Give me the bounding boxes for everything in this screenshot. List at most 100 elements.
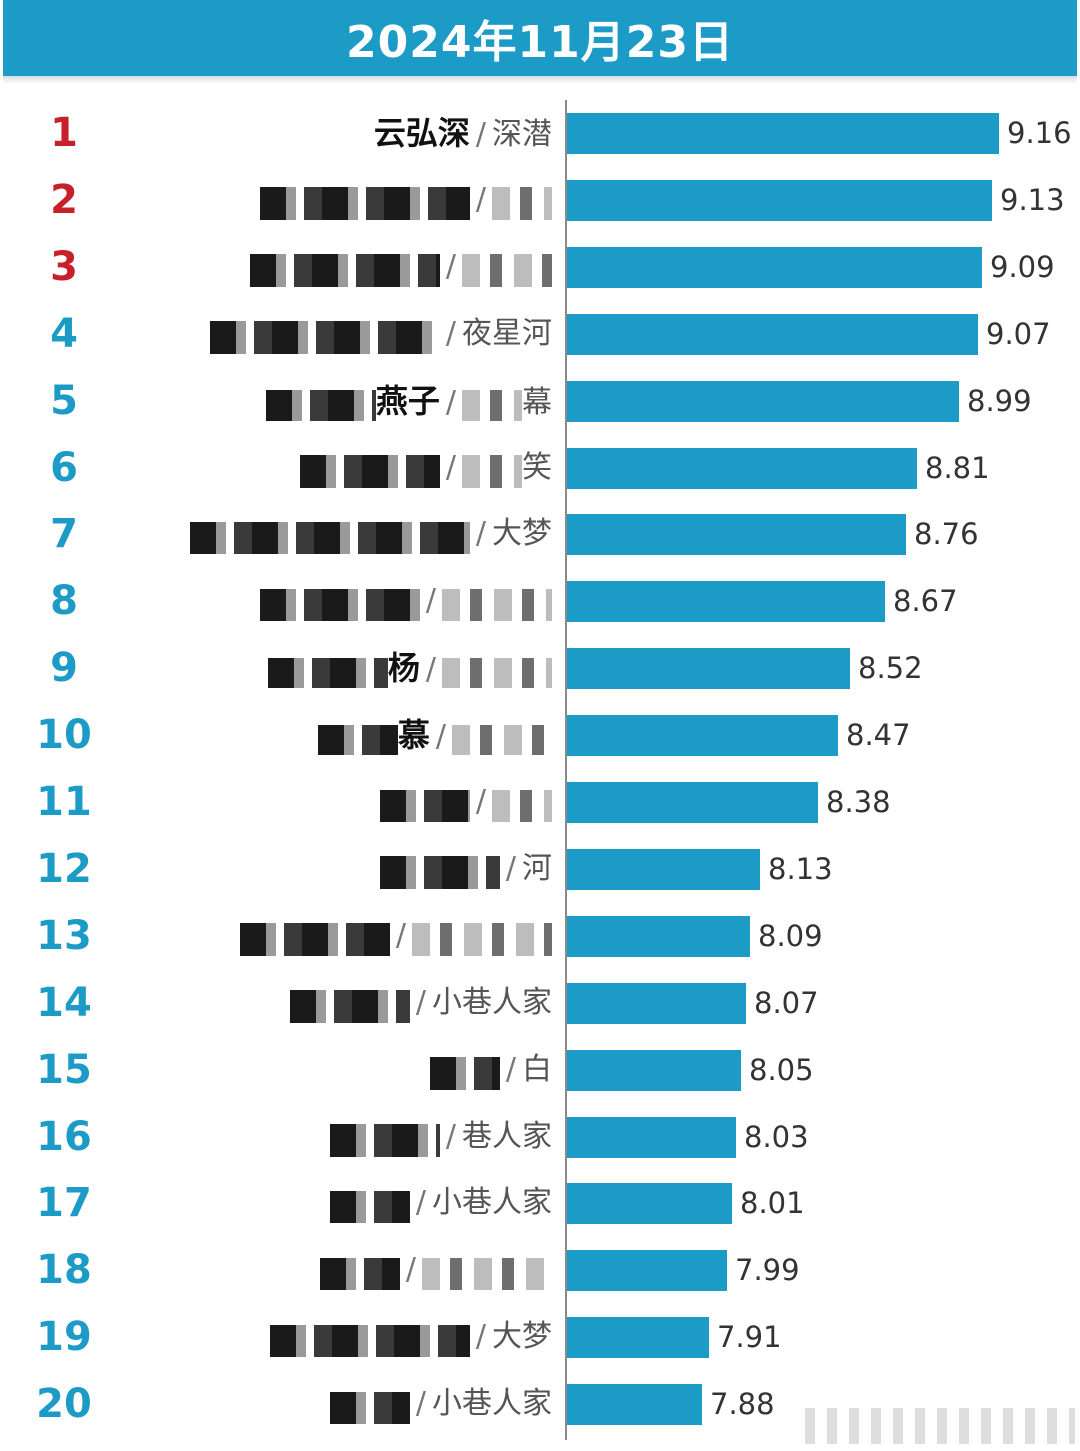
rank-label: 5: [50, 377, 78, 424]
name-separator: /: [475, 181, 486, 217]
bar: [567, 113, 999, 154]
category-label: 杨 /: [110, 648, 552, 689]
chart-row: 18 / 7.99: [0, 1237, 1080, 1303]
rank-label: 13: [36, 912, 92, 959]
category-label: 慕 /: [110, 715, 552, 756]
name-separator: /: [475, 117, 486, 152]
chart-row: 13 / 8.09: [0, 903, 1080, 969]
drama-name: 白: [522, 1051, 552, 1087]
bar: [567, 982, 746, 1024]
data-label: 7.88: [710, 1387, 775, 1422]
chart-row: 12/河 8.13: [0, 836, 1080, 902]
chart-row: 6/笑 8.81: [0, 435, 1080, 501]
category-label: /: [110, 916, 552, 956]
chart-row: 9 杨/8.52: [0, 635, 1080, 701]
rank-label: 7: [50, 511, 78, 558]
chart-row: 8 / 8.67: [0, 568, 1080, 634]
drama-name: 幕: [522, 384, 552, 420]
category-label: / 夜星河: [110, 314, 552, 354]
data-label: 8.81: [925, 450, 990, 485]
rank-label: 8: [50, 578, 78, 625]
name-separator: /: [405, 1252, 416, 1288]
header-divider: [3, 76, 1077, 84]
redacted-drama-block: [452, 724, 552, 756]
bar: [567, 1384, 702, 1426]
drama-name: 小巷人家: [432, 984, 552, 1020]
rank-label: 17: [36, 1180, 92, 1227]
data-label: 8.47: [846, 718, 911, 753]
bar: [567, 380, 959, 422]
data-label: 9.09: [990, 249, 1055, 284]
rank-label: 18: [36, 1247, 92, 1294]
rank-label: 20: [36, 1381, 92, 1428]
category-label: /: [110, 247, 552, 287]
redacted-name-block: [259, 187, 470, 220]
bar: [567, 1116, 736, 1158]
data-label: 8.01: [740, 1186, 805, 1221]
data-label: 8.99: [967, 383, 1032, 418]
name-separator: /: [415, 1185, 426, 1221]
data-label: 7.99: [735, 1253, 800, 1288]
bar: [567, 581, 885, 623]
bar: [567, 447, 917, 489]
bar: [567, 648, 850, 690]
data-label: 8.67: [893, 584, 958, 619]
redacted-name-block: [379, 856, 500, 889]
name-separator: /: [445, 449, 456, 485]
redacted-name-block: [209, 321, 440, 354]
bar: [567, 1183, 732, 1225]
redacted-name-block: [429, 1057, 500, 1090]
bar: [567, 313, 978, 355]
redacted-drama-block: [462, 455, 522, 488]
watermark-strip: [805, 1408, 1075, 1444]
category-label: /: [110, 782, 552, 822]
bar: [567, 782, 818, 823]
redacted-name-block: [299, 455, 440, 488]
category-label: / 河: [110, 849, 552, 889]
rank-label: 11: [36, 779, 92, 825]
chart-title: 2024年11月23日: [346, 17, 734, 68]
chart-row: 16/巷人家 8.03: [0, 1104, 1080, 1170]
data-label: 8.03: [744, 1119, 809, 1154]
chart-row: 15/白 8.05: [0, 1037, 1080, 1103]
redacted-name-block: [379, 789, 470, 822]
rank-label: 15: [36, 1046, 92, 1093]
redacted-name-block: [267, 657, 388, 689]
drama-name: 巷人家: [462, 1118, 552, 1154]
chart-row: 1 云弘深 / 深潜 9.16: [0, 100, 1080, 166]
rank-label: 1: [50, 110, 78, 156]
drama-name: 小巷人家: [432, 1386, 552, 1422]
redacted-drama-block: [442, 657, 552, 689]
name-separator: /: [505, 1051, 516, 1087]
redacted-name-block: [329, 1391, 410, 1425]
data-label: 8.38: [826, 785, 891, 819]
category-label: / 巷人家: [110, 1117, 552, 1157]
bar: [567, 179, 992, 221]
name-separator: /: [425, 652, 436, 688]
redacted-name-block: [289, 990, 410, 1023]
category-label: / 小巷人家: [110, 983, 552, 1023]
name-separator: /: [445, 315, 456, 351]
drama-name: 大梦: [492, 1319, 552, 1355]
name-separator: /: [445, 384, 456, 420]
drama-name: 小巷人家: [432, 1185, 552, 1221]
redacted-drama-block: [412, 923, 552, 956]
drama-name: 深潜: [492, 117, 552, 152]
chart-row: 3 / 9.09: [0, 234, 1080, 300]
name-separator: /: [435, 719, 446, 755]
data-label: 8.52: [858, 651, 923, 686]
category-label: / 大梦: [110, 1317, 552, 1358]
rank-label: 3: [50, 243, 78, 290]
data-label: 9.16: [1007, 116, 1072, 150]
data-label: 9.07: [986, 316, 1051, 351]
category-label: / 白: [110, 1050, 552, 1090]
actor-name: 云弘深: [373, 114, 470, 152]
bar: [567, 715, 838, 757]
name-separator: /: [415, 1386, 426, 1422]
redacted-name-block: [319, 1257, 400, 1291]
chart-row: 7/大梦 8.76: [0, 501, 1080, 567]
actor-name: 燕子: [375, 381, 440, 420]
name-separator: /: [445, 1118, 456, 1154]
category-label: / 笑: [110, 448, 552, 488]
